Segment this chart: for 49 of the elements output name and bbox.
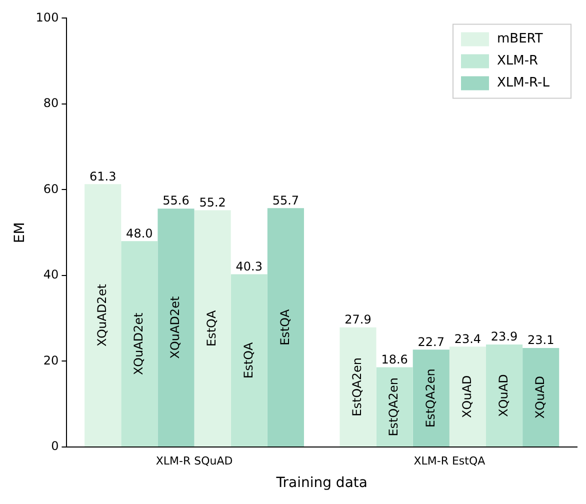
data-label: 55.7 bbox=[272, 193, 300, 208]
data-label: 55.2 bbox=[199, 195, 226, 210]
data-label: 61.3 bbox=[89, 169, 116, 184]
bar bbox=[230, 274, 268, 446]
annotation: XQuAD bbox=[460, 375, 474, 418]
x-tick-label: XLM-R SQuAD bbox=[156, 454, 233, 468]
annotation: EstQA2en bbox=[386, 377, 401, 436]
data-label: 40.3 bbox=[236, 259, 262, 274]
annotation: EstQA bbox=[241, 341, 256, 378]
annotation: XQuAD2et bbox=[94, 284, 109, 347]
bar bbox=[376, 367, 413, 446]
bar bbox=[412, 350, 450, 446]
annotation: XQuAD2et bbox=[168, 296, 182, 359]
annotation: XQuAD bbox=[532, 376, 547, 419]
data-label: 18.6 bbox=[381, 352, 408, 366]
y-tick-label: 40 bbox=[43, 268, 59, 282]
bar bbox=[340, 327, 376, 446]
bar bbox=[449, 346, 486, 446]
data-label: 23.4 bbox=[454, 332, 482, 346]
legend-label: mBERT bbox=[497, 32, 543, 47]
y-tick-label: 0 bbox=[51, 439, 59, 454]
bar bbox=[486, 344, 523, 446]
x-tick-label: XLM-R EstQA bbox=[414, 454, 486, 468]
y-tick-label: 20 bbox=[43, 353, 59, 368]
annotation: EstQA bbox=[204, 310, 219, 347]
data-label: 48.0 bbox=[126, 226, 153, 240]
data-label: 23.9 bbox=[490, 330, 518, 344]
bar bbox=[84, 184, 122, 446]
annotation: XQuAD bbox=[496, 374, 510, 417]
annotation: EstQA bbox=[278, 308, 292, 346]
annotation: EstQA2en bbox=[423, 368, 438, 428]
data-label: 55.6 bbox=[162, 194, 190, 208]
data-label: 22.7 bbox=[418, 334, 444, 349]
bar bbox=[522, 348, 560, 446]
data-label: 27.9 bbox=[344, 312, 372, 326]
bar bbox=[121, 241, 158, 446]
bar bbox=[267, 208, 304, 446]
bar bbox=[194, 210, 231, 446]
x-axis-title: Training data bbox=[275, 475, 368, 492]
y-tick-label: 100 bbox=[36, 10, 59, 24]
y-tick-label: 80 bbox=[43, 96, 59, 110]
annotation: XQuAD2et bbox=[132, 312, 146, 376]
data-label: 23.1 bbox=[527, 333, 554, 348]
legend-label: XLM-R-L bbox=[497, 76, 550, 91]
y-axis-title: EM bbox=[12, 222, 28, 244]
legend-label: XLM-R bbox=[497, 54, 538, 69]
y-tick-label: 60 bbox=[43, 182, 59, 196]
annotation: EstQA2en bbox=[350, 358, 364, 416]
bar bbox=[158, 208, 194, 446]
